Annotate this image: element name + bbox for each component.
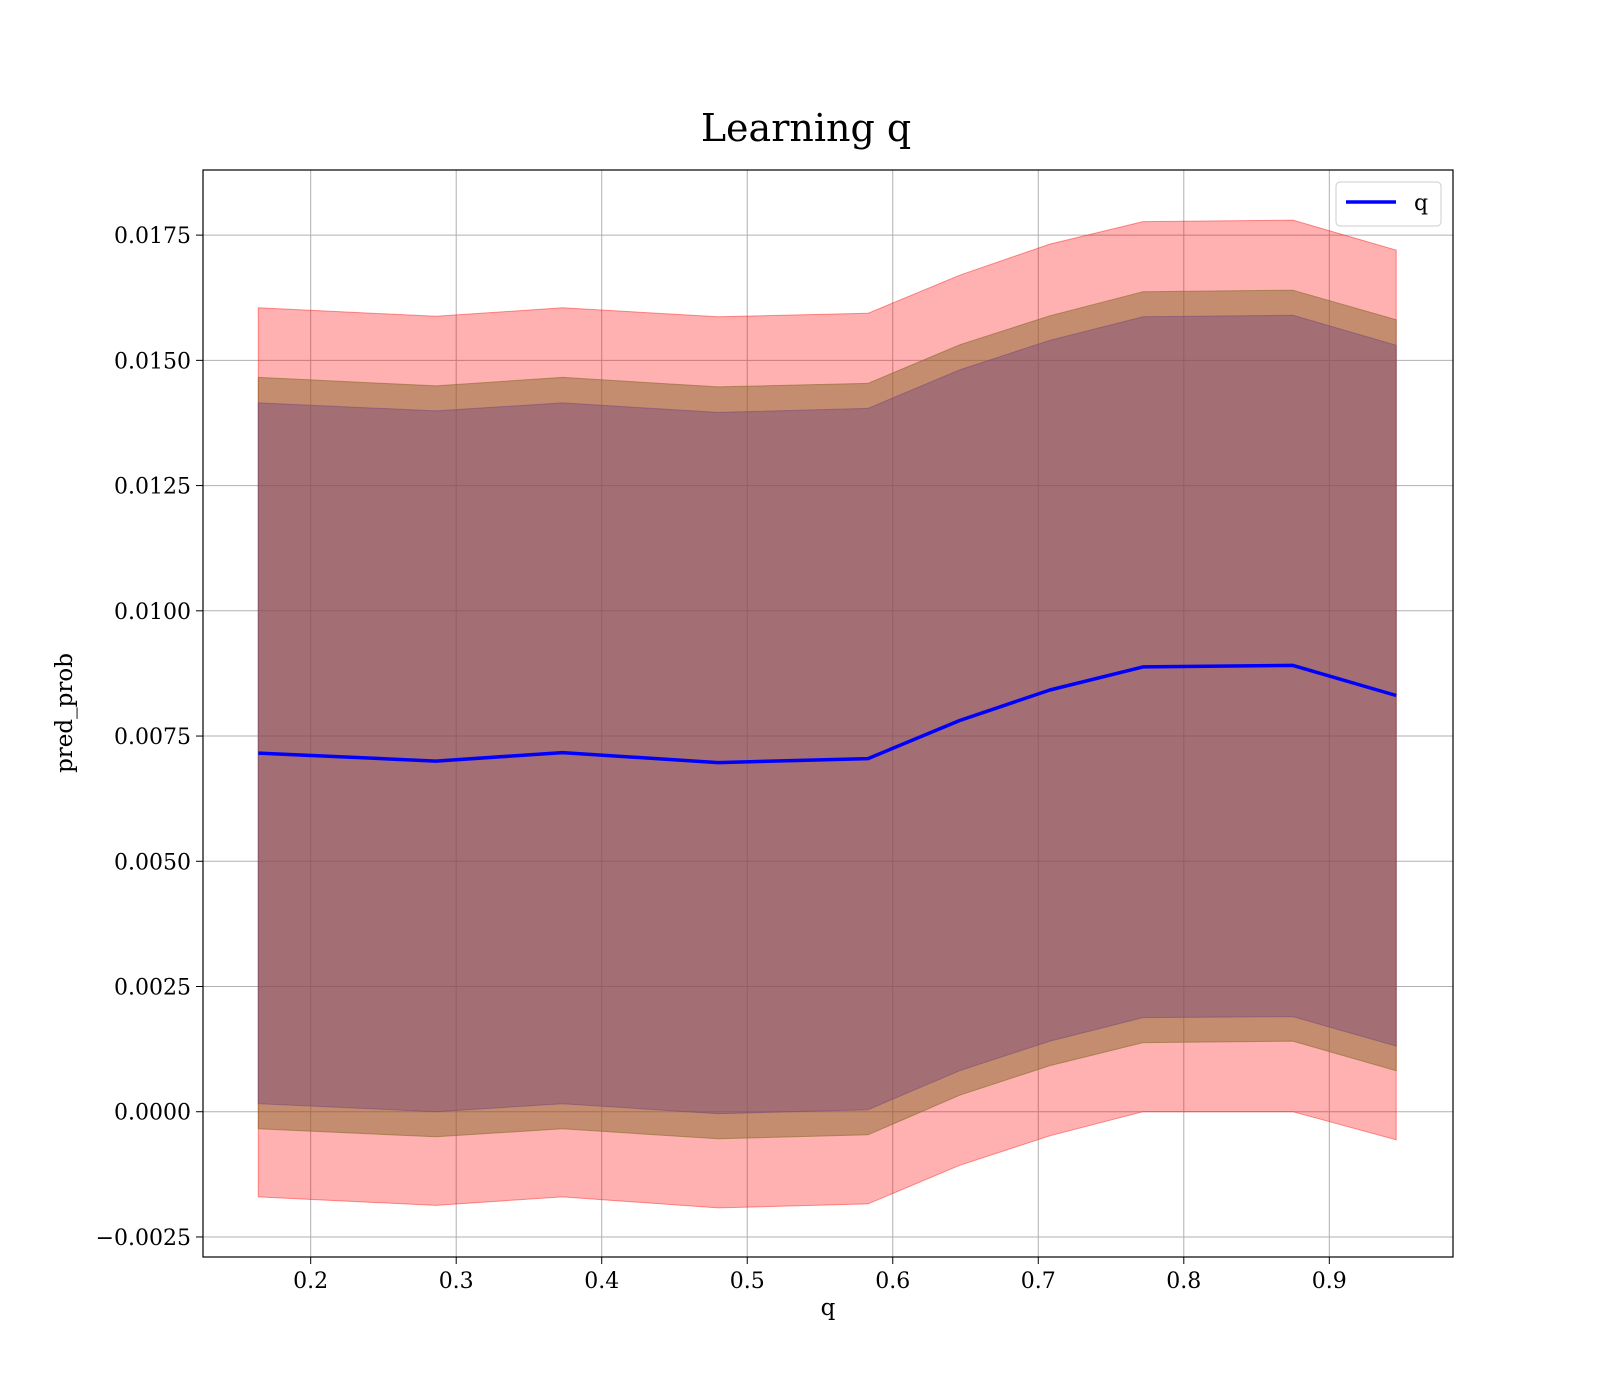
y-axis-label: pred_prob xyxy=(52,653,78,773)
series-line-q xyxy=(258,663,1397,765)
legend: q xyxy=(1335,181,1442,227)
x-tick-label: 0.4 xyxy=(584,1269,619,1294)
confidence-band-3 xyxy=(257,314,1397,1115)
legend-box xyxy=(1335,181,1442,227)
axis-ticks: 0.2 0.3 0.4 0.5 0.6 0.7 0.8 0.9 −0.0025 0.0000 0.0… xyxy=(96,224,1347,1294)
plot-area-frame xyxy=(202,169,1454,1258)
x-tick-label: 0.9 xyxy=(1312,1269,1347,1294)
x-tick-label: 0.6 xyxy=(875,1269,910,1294)
x-tick-label: 0.2 xyxy=(293,1269,328,1294)
y-tick-label: 0.0050 xyxy=(114,850,191,875)
x-tick-label: 0.7 xyxy=(1021,1269,1056,1294)
y-tick-label: 0.0125 xyxy=(114,475,191,500)
y-tick-label: 0.0000 xyxy=(114,1101,191,1126)
y-tick-label: 0.0175 xyxy=(114,224,191,249)
legend-label: q xyxy=(1414,191,1428,216)
y-tick-label: 0.0150 xyxy=(114,349,191,374)
chart-title: Learning q xyxy=(701,106,911,150)
x-tick-label: 0.8 xyxy=(1166,1269,1201,1294)
y-tick-label: 0.0025 xyxy=(114,976,191,1001)
confidence-band-2 xyxy=(257,289,1397,1140)
confidence-bands xyxy=(257,219,1397,1209)
x-axis-label: q xyxy=(821,1295,836,1321)
x-tick-label: 0.3 xyxy=(439,1269,474,1294)
y-tick-label: −0.0025 xyxy=(96,1226,191,1251)
y-tick-label: 0.0100 xyxy=(114,600,191,625)
y-tick-label: 0.0075 xyxy=(114,725,191,750)
x-tick-label: 0.5 xyxy=(730,1269,765,1294)
series-lines xyxy=(258,663,1397,765)
